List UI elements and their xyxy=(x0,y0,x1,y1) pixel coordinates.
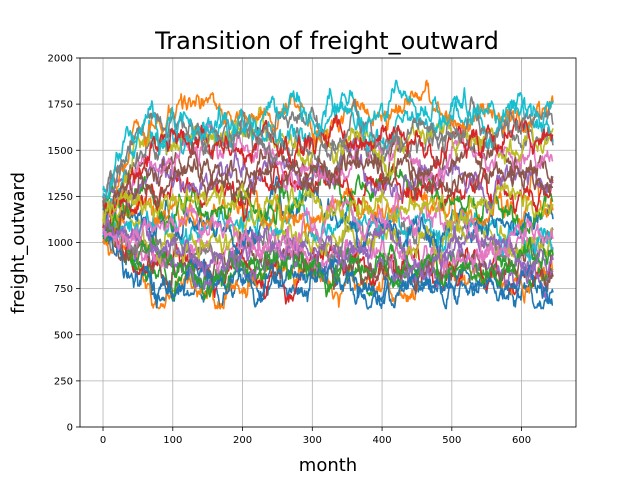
series-line xyxy=(102,212,554,301)
series-line xyxy=(102,175,554,258)
y-tick-label: 2000 xyxy=(48,54,73,65)
y-tick-label: 1750 xyxy=(48,100,73,111)
x-axis-label: month xyxy=(299,455,357,476)
series-line xyxy=(102,182,554,232)
y-tick-label: 500 xyxy=(54,330,73,341)
series-line xyxy=(102,229,554,309)
x-axis: 0 100 200 300 400 500 600 xyxy=(100,427,531,446)
x-tick-label: 300 xyxy=(303,435,322,446)
y-tick-label: 250 xyxy=(54,376,73,387)
y-tick-label: 0 xyxy=(67,423,73,434)
x-tick-label: 400 xyxy=(373,435,392,446)
chart-title: Transition of freight_outward xyxy=(154,27,499,55)
plot-area xyxy=(102,79,554,310)
series-line xyxy=(102,79,554,199)
x-tick-label: 0 xyxy=(100,435,106,446)
y-tick-label: 1000 xyxy=(48,238,73,249)
x-tick-label: 100 xyxy=(163,435,182,446)
y-axis: 0 250 500 750 1000 1250 1500 1750 2000 xyxy=(48,54,80,434)
series-line xyxy=(102,114,554,215)
series-line xyxy=(102,191,554,264)
x-tick-label: 200 xyxy=(233,435,252,446)
y-axis-label: freight_outward xyxy=(8,172,29,314)
y-tick-label: 1250 xyxy=(48,192,73,203)
x-tick-label: 500 xyxy=(442,435,461,446)
y-tick-label: 1500 xyxy=(48,146,73,157)
x-tick-label: 600 xyxy=(512,435,531,446)
series-line xyxy=(102,141,554,216)
series-line xyxy=(102,96,554,204)
y-tick-label: 750 xyxy=(54,284,73,295)
